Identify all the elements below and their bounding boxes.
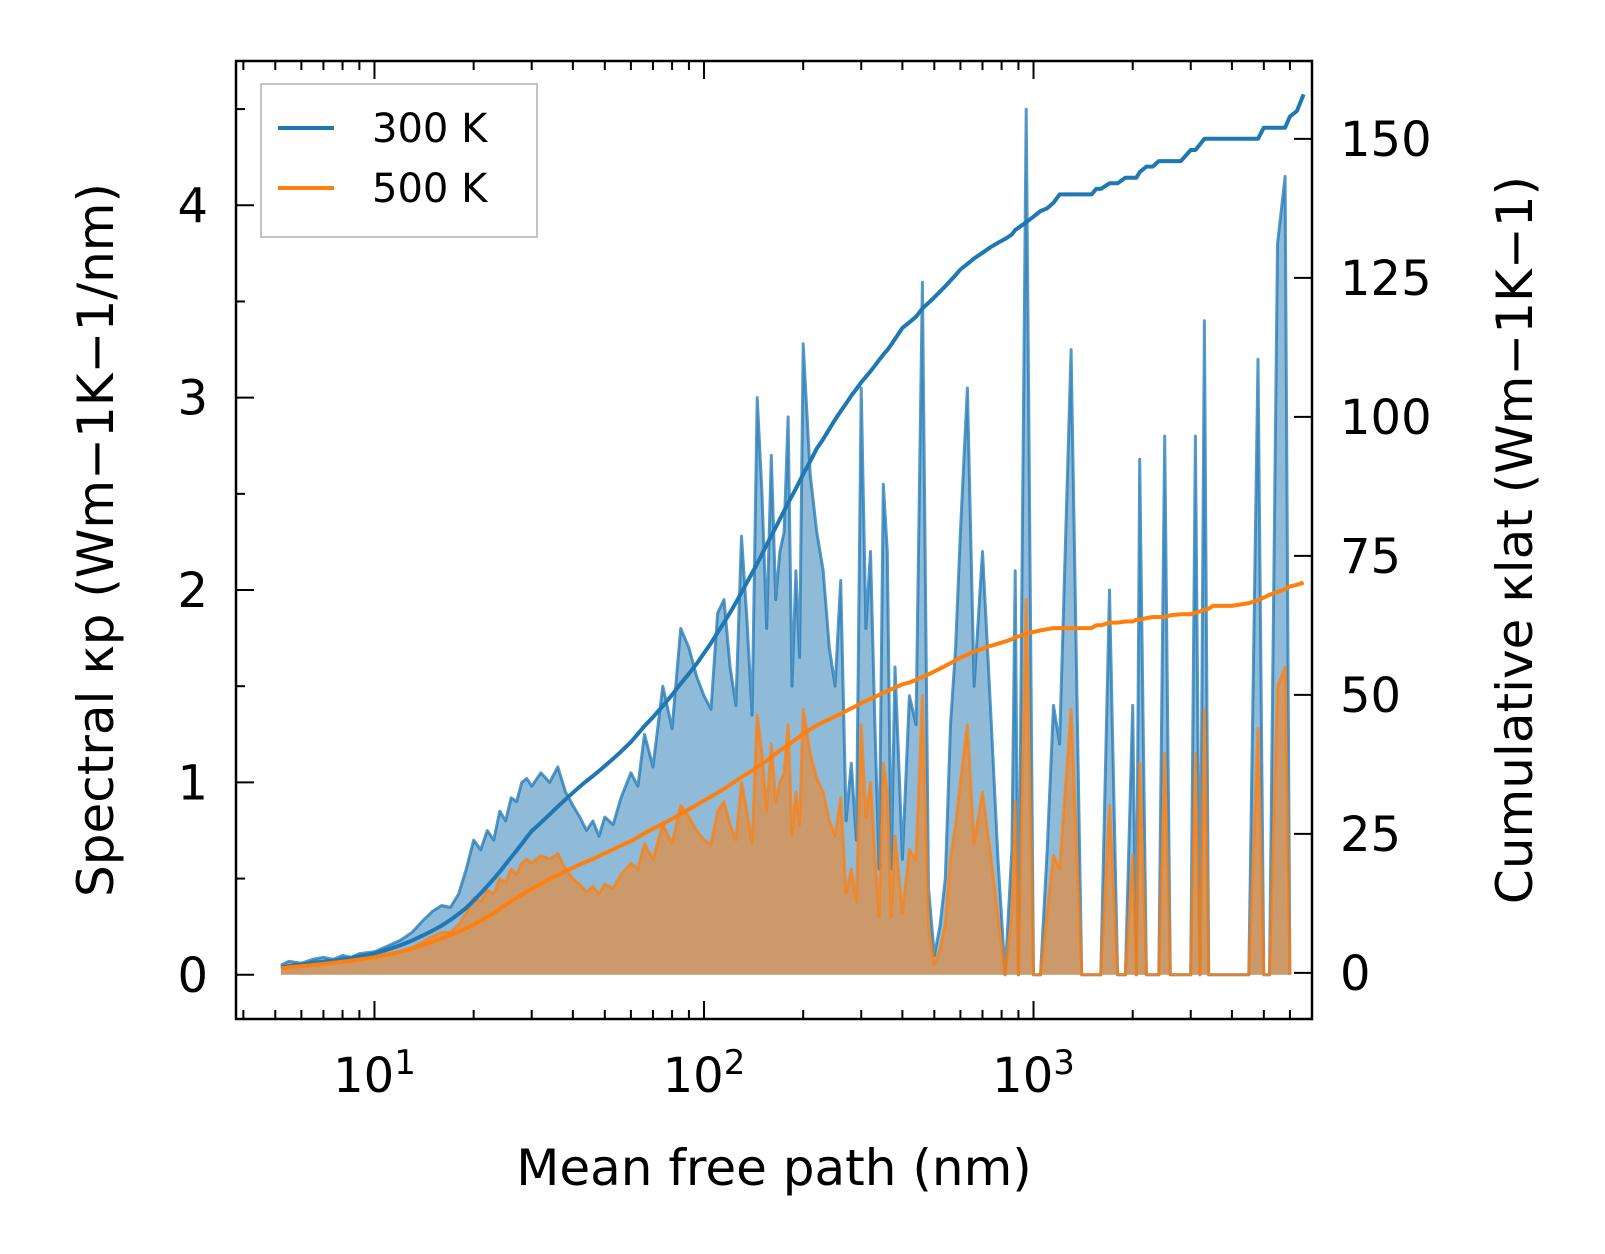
y-axis-title-left: Spectral κp (Wm−1K−1/nm)	[67, 183, 125, 897]
plot-area	[280, 93, 1306, 977]
y-right-tick-label: 25	[1340, 807, 1401, 863]
spectral-edge-300k	[280, 107, 1292, 977]
y-axis-title-right: Cumulative κlat (Wm−1K−1)	[1486, 176, 1544, 904]
spectral-area-300k	[280, 109, 1290, 975]
y-right-tick-label: 150	[1340, 112, 1432, 168]
y-left-tick-label: 4	[177, 178, 208, 234]
legend-label-300k: 300 K	[372, 106, 489, 152]
y-right-tick-label: 50	[1340, 668, 1401, 724]
y-left-tick-label: 1	[177, 755, 208, 811]
x-axis-title: Mean free path (nm)	[516, 1139, 1032, 1197]
y-left-tick-label: 2	[177, 563, 208, 619]
cumulative-line-500k	[280, 580, 1305, 971]
legend: 300 K 500 K	[260, 83, 538, 238]
cumulative-line-300k	[280, 93, 1306, 970]
y-right-tick-label: 125	[1340, 251, 1432, 307]
legend-frame	[260, 83, 538, 238]
y-left-tick-label: 3	[177, 371, 208, 427]
x-tick-label: 103	[992, 1043, 1075, 1104]
x-tick-label: 101	[333, 1043, 416, 1104]
legend-label-500k: 500 K	[372, 166, 489, 212]
spectral-edge-500k	[280, 598, 1292, 977]
axis-ticks: 101 102 103 0 1 2 3 4 0 25 50 75 100 125 150	[177, 61, 1432, 1104]
y-right-tick-label: 0	[1340, 946, 1371, 1002]
axes-frame	[234, 59, 1314, 1021]
spectral-area-500k	[280, 599, 1290, 975]
y-left-tick-label: 0	[177, 948, 208, 1004]
x-tick-label: 102	[663, 1043, 746, 1104]
y-right-tick-label: 100	[1340, 390, 1432, 446]
y-right-tick-label: 75	[1340, 529, 1401, 585]
